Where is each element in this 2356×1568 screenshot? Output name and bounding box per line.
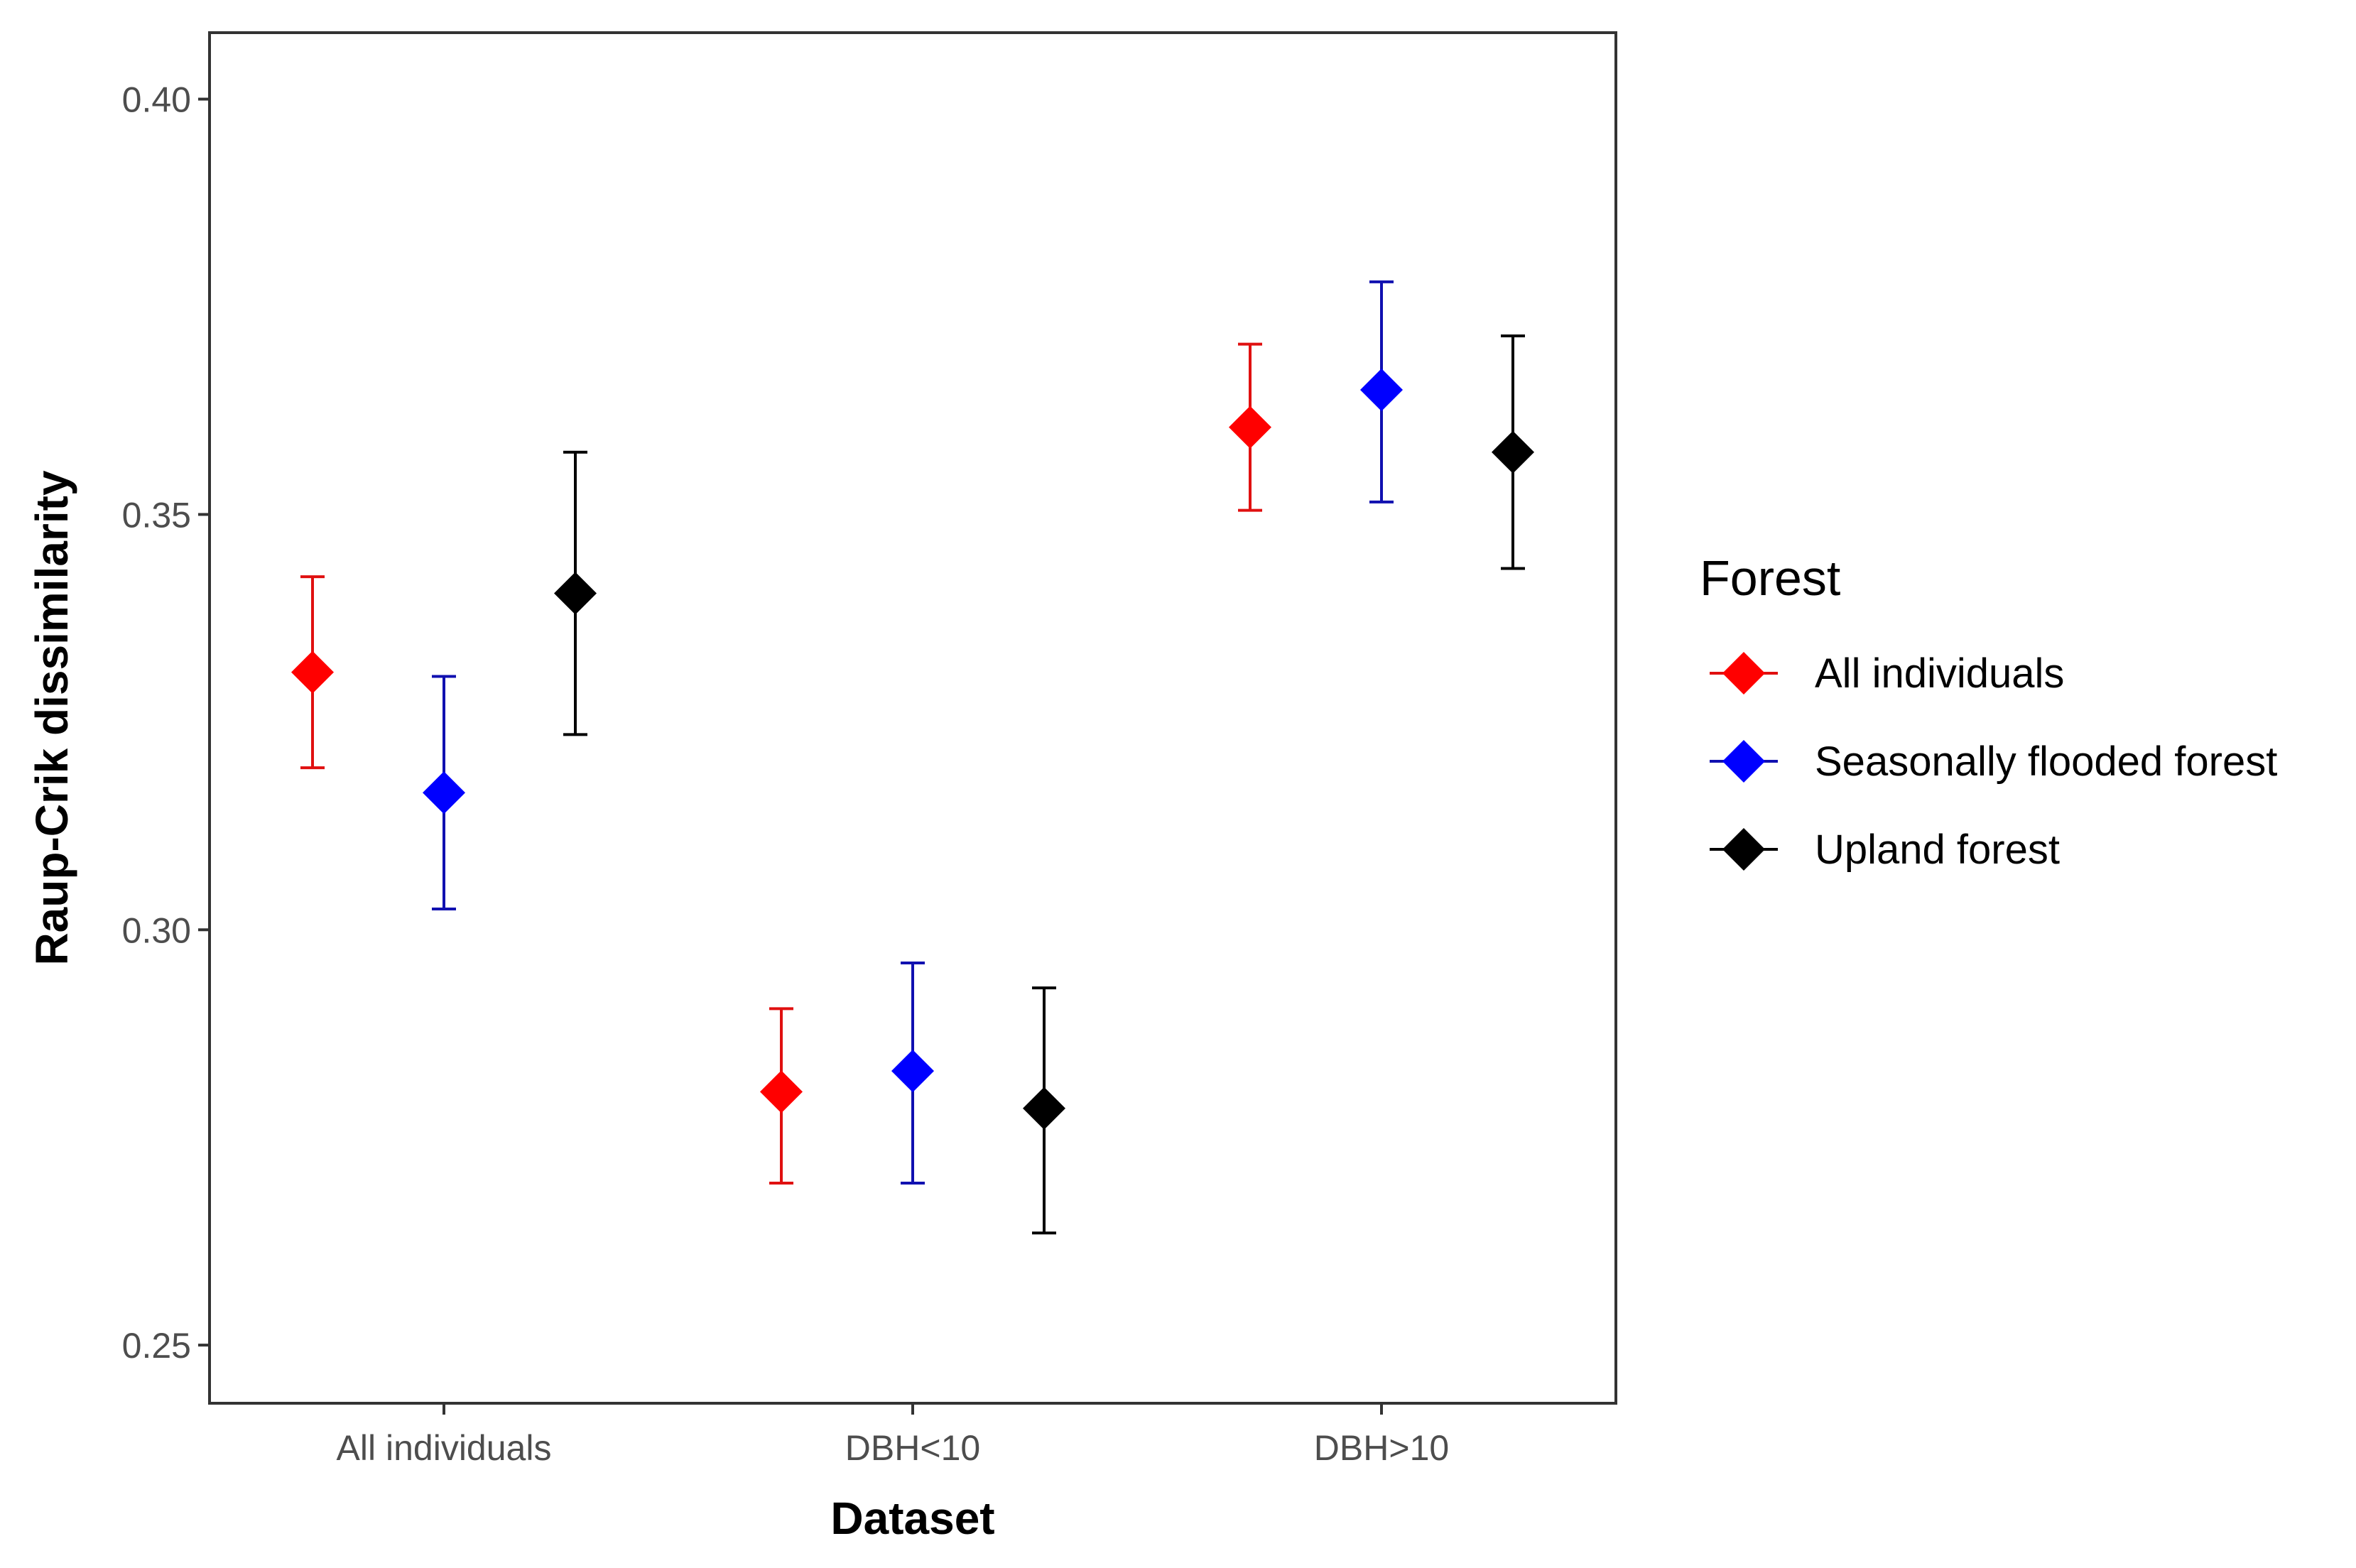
y-tick-label: 0.30 (122, 910, 191, 950)
legend-label: Seasonally flooded forest (1815, 739, 2277, 785)
legend-title: Forest (1700, 550, 1840, 606)
legend-key-marker (1722, 652, 1765, 695)
x-tick-label: DBH<10 (845, 1428, 980, 1468)
x-tick-label: All individuals (337, 1428, 552, 1468)
data-point (1360, 368, 1403, 411)
legend-key-marker (1722, 828, 1765, 871)
plot-panel (208, 31, 1617, 1405)
y-axis-title: Raup-Crik dissimilarity (26, 470, 77, 966)
x-tick-label: DBH>10 (1314, 1428, 1449, 1468)
x-axis-title: Dataset (830, 1493, 994, 1544)
x-axis: All individuals DBH<10 DBH>10 (337, 1403, 1449, 1468)
legend-label: All individuals (1815, 650, 2064, 697)
legend-label: Upland forest (1815, 827, 2060, 873)
series-1 (291, 342, 1271, 1185)
data-point (423, 771, 465, 815)
y-tick-label: 0.35 (122, 495, 191, 535)
data-point (1492, 430, 1534, 474)
legend-item: Seasonally flooded forest (1710, 739, 2277, 785)
data-point (1229, 405, 1271, 449)
legend: Forest All individuals Seasonally flooded… (1700, 550, 2277, 873)
legend-key-marker (1722, 740, 1765, 783)
series-3 (554, 334, 1534, 1235)
data-point (1023, 1087, 1065, 1130)
data-point (291, 650, 334, 694)
data-point (554, 572, 597, 615)
legend-item: Upland forest (1710, 827, 2060, 873)
y-axis: 0.25 0.30 0.35 0.40 (122, 80, 210, 1366)
legend-item: All individuals (1710, 650, 2064, 697)
data-marks (291, 280, 1534, 1235)
data-point (891, 1050, 934, 1093)
series-2 (423, 280, 1403, 1185)
data-point (760, 1070, 803, 1114)
y-tick-label: 0.25 (122, 1326, 191, 1366)
y-tick-label: 0.40 (122, 80, 191, 120)
